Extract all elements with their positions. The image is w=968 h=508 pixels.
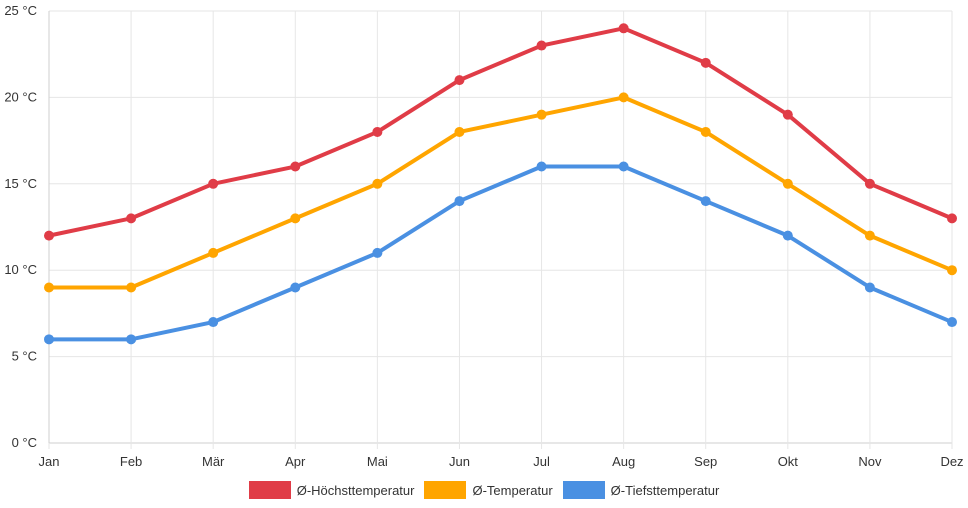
y-tick-label: 25 °C: [4, 3, 37, 18]
data-point[interactable]: [372, 247, 383, 258]
data-point[interactable]: [126, 282, 137, 293]
legend-swatch-low: [562, 481, 605, 499]
data-point[interactable]: [44, 334, 54, 345]
x-tick-label: Aug: [612, 454, 635, 469]
legend: Ø-Höchsttemperatur Ø-Temperatur Ø-Tiefst…: [0, 478, 968, 502]
x-tick-label: Mär: [202, 454, 225, 469]
data-point[interactable]: [208, 247, 219, 258]
data-point[interactable]: [290, 282, 301, 293]
data-point[interactable]: [454, 75, 465, 86]
legend-item-mean[interactable]: Ø-Temperatur: [424, 481, 553, 499]
data-point[interactable]: [700, 57, 711, 68]
series-line-1: [47, 95, 954, 290]
data-point[interactable]: [782, 230, 793, 241]
series-lines: [44, 23, 957, 345]
x-tick-label: Jul: [533, 454, 550, 469]
data-point[interactable]: [44, 282, 54, 293]
y-tick-label: 0 °C: [12, 435, 37, 450]
data-point[interactable]: [947, 265, 957, 276]
data-point[interactable]: [864, 282, 875, 293]
data-point[interactable]: [782, 178, 793, 189]
data-point[interactable]: [126, 213, 137, 224]
x-tick-label: Sep: [694, 454, 717, 469]
data-point[interactable]: [782, 109, 793, 120]
y-tick-label: 10 °C: [4, 262, 37, 277]
y-axis-ticks: 0 °C 5 °C 10 °C 15 °C 20 °C 25 °C: [4, 3, 37, 450]
data-point[interactable]: [618, 23, 629, 34]
grid-lines: [48, 10, 953, 449]
series-line-0: [47, 26, 954, 238]
x-tick-label: Dez: [940, 454, 963, 469]
legend-swatch-mean: [424, 481, 467, 499]
data-point[interactable]: [454, 126, 465, 137]
data-point[interactable]: [290, 213, 301, 224]
legend-item-high[interactable]: Ø-Höchsttemperatur: [248, 481, 415, 499]
data-point[interactable]: [208, 178, 219, 189]
data-point[interactable]: [372, 178, 383, 189]
data-point[interactable]: [290, 161, 301, 172]
x-tick-label: Jan: [39, 454, 60, 469]
series-line-2: [47, 164, 954, 342]
data-point[interactable]: [618, 161, 629, 172]
data-point[interactable]: [536, 109, 547, 120]
data-point[interactable]: [44, 230, 54, 241]
x-tick-label: Nov: [858, 454, 882, 469]
data-point[interactable]: [618, 92, 629, 103]
y-tick-label: 15 °C: [4, 176, 37, 191]
data-point[interactable]: [536, 161, 547, 172]
data-point[interactable]: [947, 317, 957, 328]
legend-label-high: Ø-Höchsttemperatur: [296, 482, 415, 498]
data-point[interactable]: [864, 230, 875, 241]
data-point[interactable]: [700, 196, 711, 207]
x-tick-label: Okt: [778, 454, 799, 469]
data-point[interactable]: [947, 213, 957, 224]
data-point[interactable]: [126, 334, 137, 345]
x-axis-ticks: Jan Feb Mär Apr Mai Jun Jul Aug Sep Okt Nov Dez: [39, 454, 964, 469]
data-point[interactable]: [700, 126, 711, 137]
legend-label-low: Ø-Tiefsttemperatur: [610, 482, 720, 498]
x-tick-label: Jun: [449, 454, 470, 469]
legend-label-mean: Ø-Temperatur: [472, 482, 553, 498]
data-point[interactable]: [536, 40, 547, 51]
y-tick-label: 5 °C: [12, 349, 37, 364]
data-point[interactable]: [208, 317, 219, 328]
x-tick-label: Mai: [367, 454, 388, 469]
y-tick-label: 20 °C: [4, 89, 37, 104]
legend-item-low[interactable]: Ø-Tiefsttemperatur: [562, 481, 720, 499]
legend-swatch-high: [248, 481, 291, 499]
data-point[interactable]: [372, 126, 383, 137]
data-point[interactable]: [864, 178, 875, 189]
x-tick-label: Apr: [285, 454, 306, 469]
x-tick-label: Feb: [120, 454, 142, 469]
data-point[interactable]: [454, 196, 465, 207]
